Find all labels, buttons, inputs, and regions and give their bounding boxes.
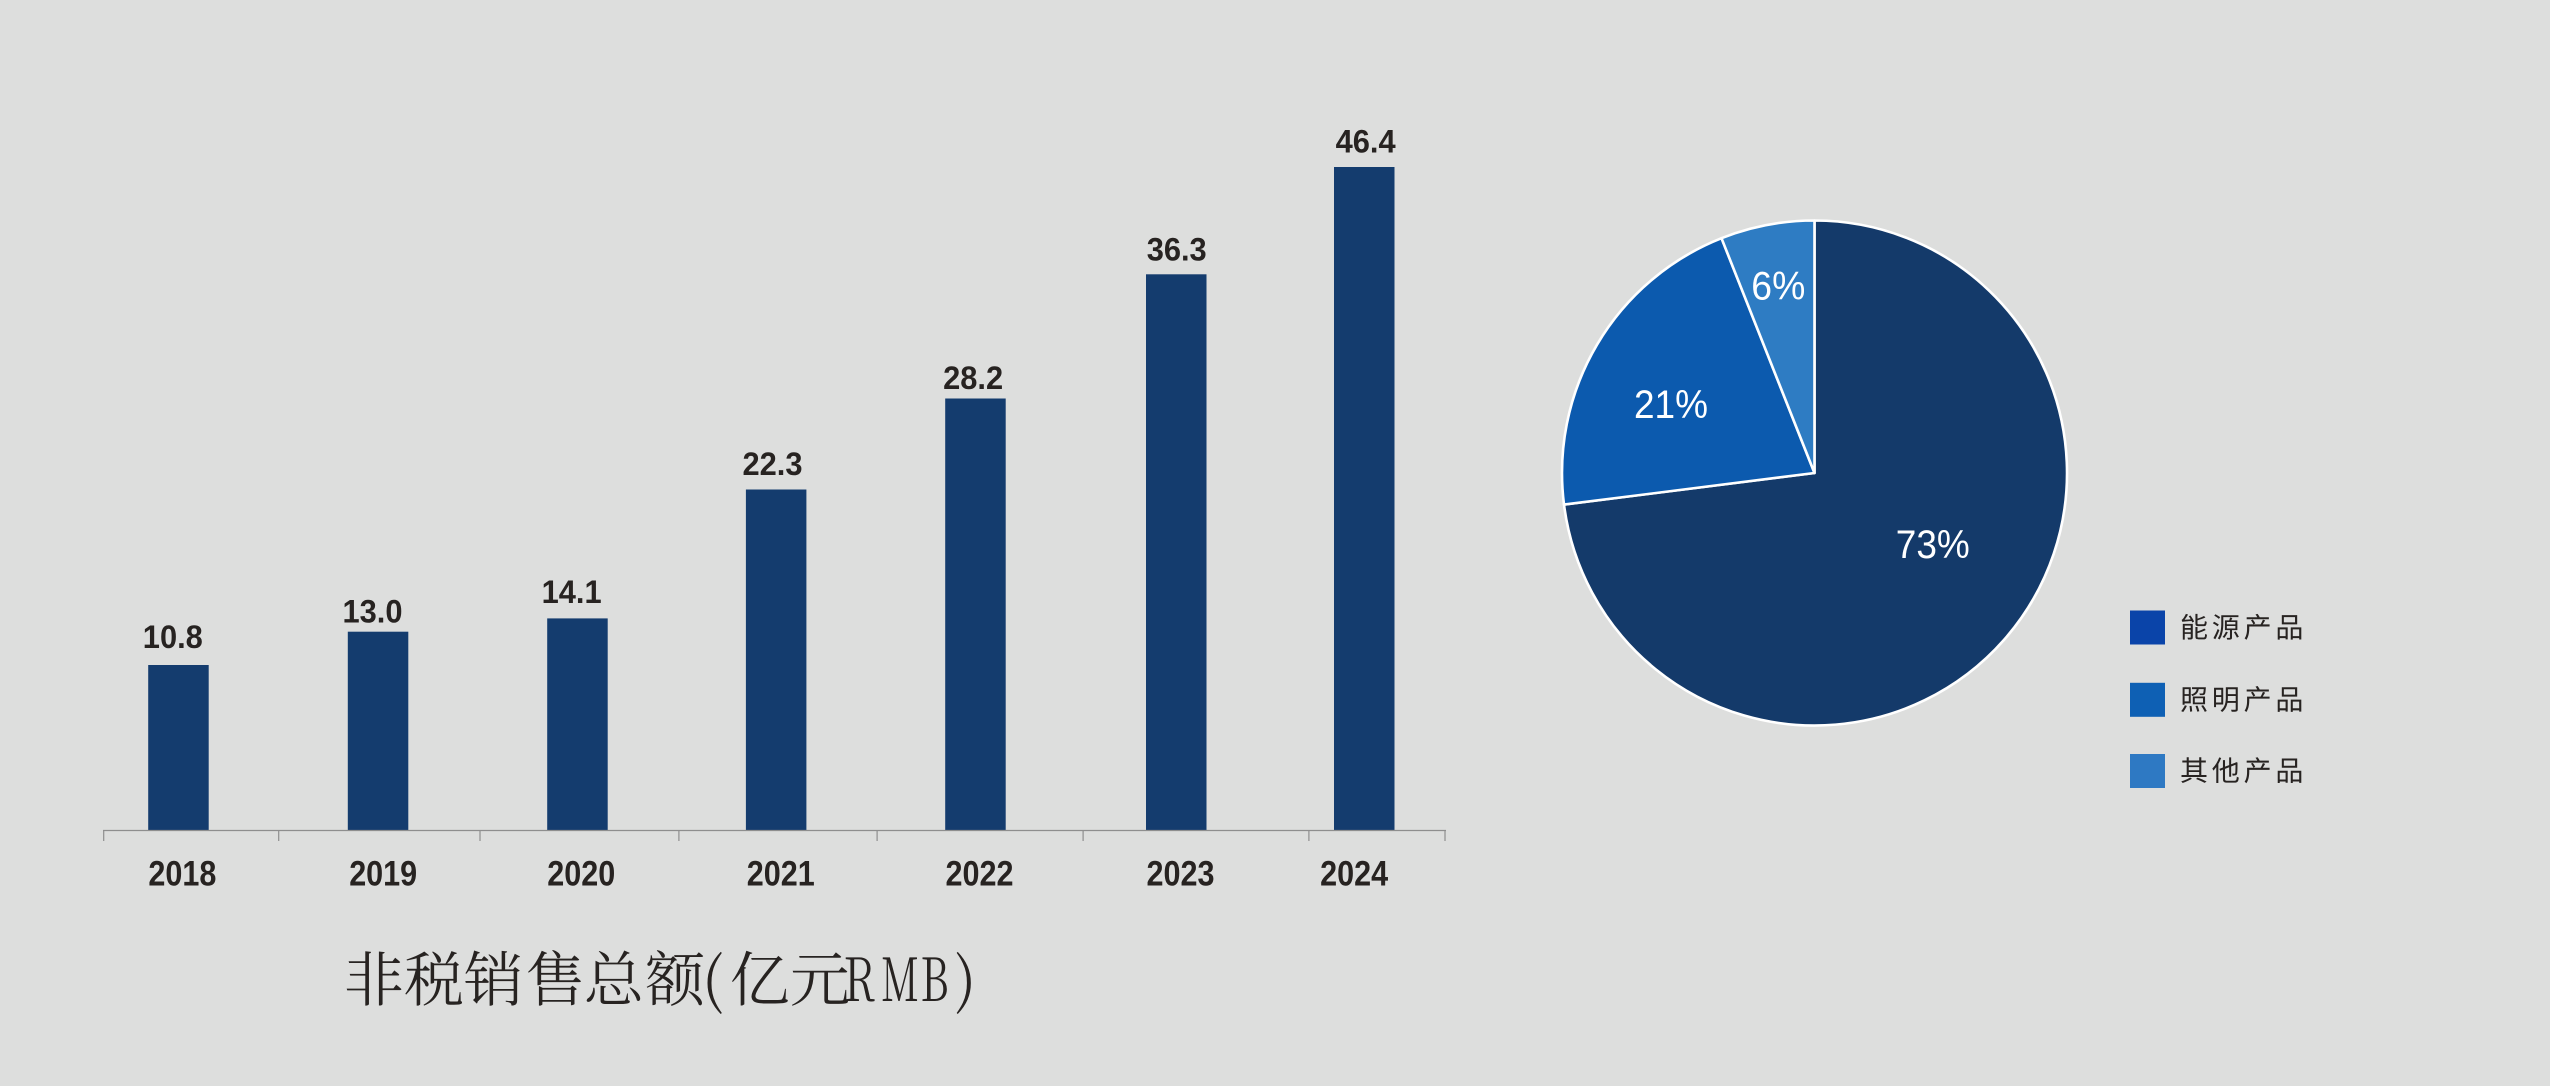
svg-text:21%: 21%	[1634, 383, 1708, 427]
svg-text:36.3: 36.3	[1147, 231, 1207, 267]
svg-text:13.0: 13.0	[343, 594, 403, 630]
svg-text:2020: 2020	[547, 855, 615, 894]
svg-text:73%: 73%	[1896, 523, 1970, 567]
svg-text:2021: 2021	[747, 855, 815, 894]
svg-text:28.2: 28.2	[943, 360, 1003, 396]
svg-text:2024: 2024	[1320, 855, 1388, 894]
svg-text:2019: 2019	[349, 855, 417, 894]
svg-text:22.3: 22.3	[743, 446, 803, 482]
svg-text:10.8: 10.8	[143, 619, 203, 655]
svg-text:14.1: 14.1	[542, 574, 602, 610]
svg-text:2018: 2018	[148, 855, 216, 894]
svg-text:6%: 6%	[1751, 265, 1805, 309]
svg-text:46.4: 46.4	[1336, 124, 1396, 160]
svg-text:2022: 2022	[946, 855, 1014, 894]
svg-text:2023: 2023	[1147, 855, 1215, 894]
